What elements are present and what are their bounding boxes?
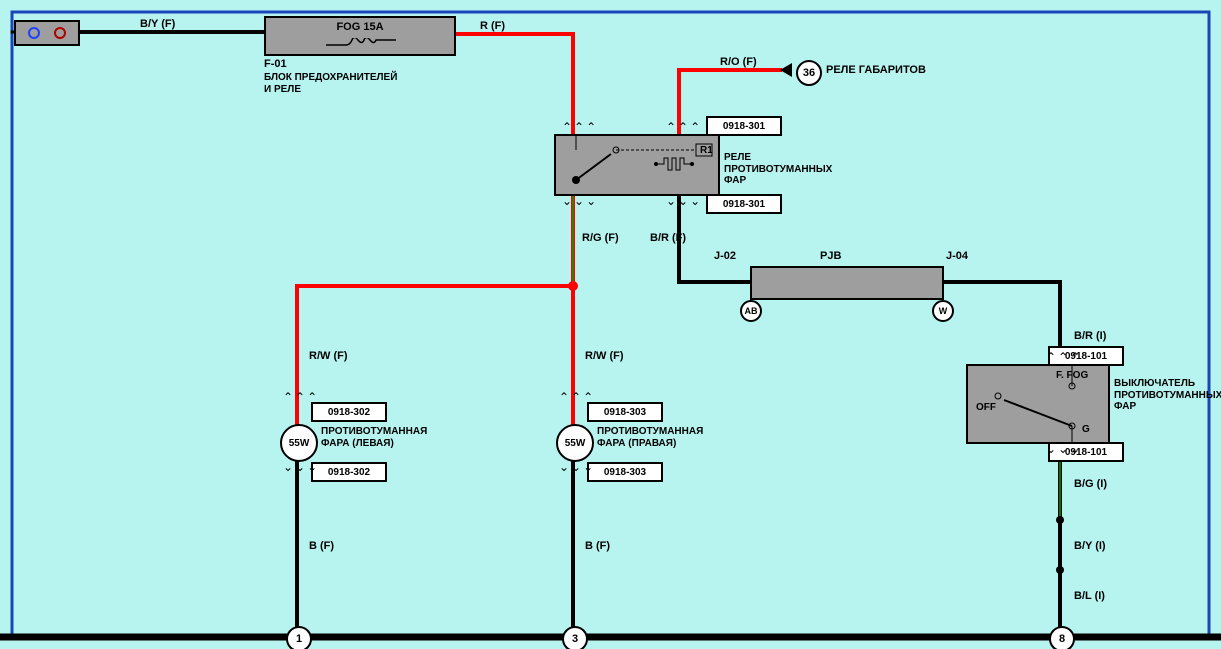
switch-g: G xyxy=(1082,424,1090,436)
diagram-stage: FOG 15A F-01 БЛОК ПРЕДОХРАНИТЕЛЕЙ И РЕЛЕ… xyxy=(0,0,1221,649)
lamp-l-cb-label: 0918-302 xyxy=(328,467,370,478)
chevron-icon: ⌃⌃⌃ xyxy=(1046,350,1076,364)
chevron-icon: ⌄⌄⌄ xyxy=(283,460,313,474)
pjb-right-code: J-04 xyxy=(946,250,968,263)
ref36-label: РЕЛЕ ГАБАРИТОВ xyxy=(826,64,926,77)
pjb-right-mark: W xyxy=(932,300,954,322)
wire-label-brf: B/R (F) xyxy=(650,232,686,245)
lamp-l-watt: 55W xyxy=(289,438,310,449)
lamp-r-conn-bot: 0918-303 xyxy=(587,462,663,482)
switch-off: OFF xyxy=(976,402,996,414)
relay-conn-top: 0918-301 xyxy=(706,116,782,136)
ref36-num: 36 xyxy=(803,67,815,79)
wire-label-bli: B/L (I) xyxy=(1074,590,1105,603)
chevron-icon: ⌄⌄⌄ xyxy=(1046,442,1076,456)
switch-ffog: F. FOG xyxy=(1056,370,1088,382)
chevron-icon: ⌃⌃⌃ xyxy=(562,120,592,134)
fuse-label: FOG 15A xyxy=(266,21,454,34)
pjb-left-code: J-02 xyxy=(714,250,736,263)
pjb-title: PJB xyxy=(820,250,841,263)
pjb-right-mark-text: W xyxy=(939,306,948,316)
pjb-left-mark: AB xyxy=(740,300,762,322)
chevron-icon: ⌄⌄⌄ xyxy=(562,194,592,208)
ground-3: 3 xyxy=(562,626,588,649)
ground-3-num: 3 xyxy=(572,633,578,645)
fog-lamp-left: 55W xyxy=(280,424,318,462)
chevron-icon: ⌃⌃⌃ xyxy=(559,390,589,404)
ground-1-num: 1 xyxy=(296,633,302,645)
relay-r1: R1 xyxy=(700,145,713,157)
wire-label-rwf-r: R/W (F) xyxy=(585,350,623,363)
lamp-l-conn-bot: 0918-302 xyxy=(311,462,387,482)
wire-label-bf-l: B (F) xyxy=(309,540,334,553)
wire-label-rgf: R/G (F) xyxy=(582,232,619,245)
switch-desc: ВЫКЛЮЧАТЕЛЬ ПРОТИВОТУМАННЫХ ФАР xyxy=(1114,378,1221,413)
fuse-code: F-01 xyxy=(264,58,287,71)
fuse-desc: БЛОК ПРЕДОХРАНИТЕЛЕЙ И РЕЛЕ xyxy=(264,72,397,95)
wire-label-byi: B/Y (I) xyxy=(1074,540,1106,553)
lamp-l-conn-top: 0918-302 xyxy=(311,402,387,422)
fog-switch-block: OFF F. FOG G xyxy=(966,364,1110,444)
ref36-circle: 36 xyxy=(796,60,822,86)
fuse-block: FOG 15A xyxy=(264,16,456,56)
lamp-r-conn-top: 0918-303 xyxy=(587,402,663,422)
lamp-r-desc: ПРОТИВОТУМАННАЯ ФАРА (ПРАВАЯ) xyxy=(597,426,703,449)
wire-label-rwf-l: R/W (F) xyxy=(309,350,347,363)
ground-8: 8 xyxy=(1049,626,1075,649)
lamp-l-ct-label: 0918-302 xyxy=(328,407,370,418)
relay-conn-top-label: 0918-301 xyxy=(723,121,765,132)
wire-label-bf-r: B (F) xyxy=(585,540,610,553)
battery-block xyxy=(14,20,80,46)
relay-conn-bot-label: 0918-301 xyxy=(723,199,765,210)
ground-1: 1 xyxy=(286,626,312,649)
lamp-l-desc: ПРОТИВОТУМАННАЯ ФАРА (ЛЕВАЯ) xyxy=(321,426,427,449)
wire-label-rf: R (F) xyxy=(480,20,505,33)
wire-label-bri: B/R (I) xyxy=(1074,330,1106,343)
ground-8-num: 8 xyxy=(1059,633,1065,645)
lamp-r-watt: 55W xyxy=(565,438,586,449)
wiring-svg xyxy=(0,0,1221,649)
pjb-block xyxy=(750,266,944,300)
chevron-icon: ⌃⌃⌃ xyxy=(666,120,696,134)
wire-label-ro: R/O (F) xyxy=(720,56,757,69)
relay-desc: РЕЛЕ ПРОТИВОТУМАННЫХ ФАР xyxy=(724,152,832,187)
wire-label-bgi: B/G (I) xyxy=(1074,478,1107,491)
wire-label-byf: B/Y (F) xyxy=(140,18,175,31)
chevron-icon: ⌄⌄⌄ xyxy=(666,194,696,208)
lamp-r-cb-label: 0918-303 xyxy=(604,467,646,478)
relay-conn-bot: 0918-301 xyxy=(706,194,782,214)
lamp-r-ct-label: 0918-303 xyxy=(604,407,646,418)
pjb-left-mark-text: AB xyxy=(745,306,758,316)
chevron-icon: ⌃⌃⌃ xyxy=(283,390,313,404)
chevron-icon: ⌄⌄⌄ xyxy=(559,460,589,474)
fog-lamp-right: 55W xyxy=(556,424,594,462)
fog-relay-block: R1 xyxy=(554,134,720,196)
